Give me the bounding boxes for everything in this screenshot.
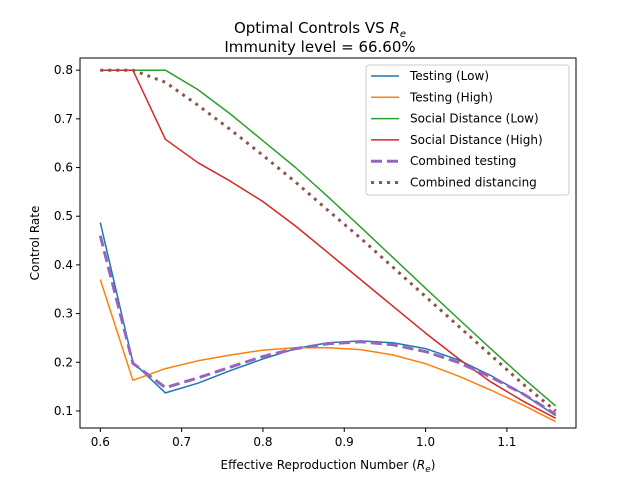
- x-tick-label: 1.0: [416, 435, 435, 449]
- y-tick-label: 0.3: [54, 307, 73, 321]
- plot-frame: [79, 57, 577, 429]
- x-tick-label: 0.7: [172, 435, 191, 449]
- legend-label-5: Combined distancing: [410, 176, 537, 190]
- x-tick-label: 1.1: [497, 435, 516, 449]
- y-tick-label: 0.5: [54, 209, 73, 223]
- y-tick-label: 0.1: [54, 404, 73, 418]
- y-axis: 0.1 0.2 0.3 0.4 0.5 0.6 0.7 0.8: [54, 63, 80, 418]
- y-tick-label: 0.2: [54, 355, 73, 369]
- series-line-2: [100, 69, 557, 407]
- series-line-1: [99, 279, 557, 423]
- y-tick-label: 0.8: [54, 63, 73, 77]
- y-tick-label: 0.4: [54, 258, 73, 272]
- series-line-5: [100, 68, 557, 413]
- series-line-3: [100, 69, 557, 419]
- legend-label-0: Testing (Low): [409, 69, 489, 83]
- x-axis: 0.6 0.7 0.8 0.9 1.0 1.1: [91, 428, 516, 449]
- chart-title-line1: Optimal Controls VS Re: [234, 19, 406, 40]
- y-axis-label: Control Rate: [28, 206, 42, 281]
- y-tick-label: 0.7: [54, 112, 73, 126]
- series-line-4: [98, 235, 557, 416]
- x-axis-label: Effective Reproduction Number (Re): [221, 458, 436, 475]
- series-layer: [98, 68, 557, 423]
- legend-label-2: Social Distance (Low): [410, 112, 539, 126]
- y-tick-label: 0.6: [54, 161, 73, 175]
- legend-box: [365, 64, 570, 196]
- x-tick-label: 0.8: [253, 435, 272, 449]
- x-tick-label: 0.6: [91, 435, 110, 449]
- legend-label-4: Combined testing: [410, 154, 516, 168]
- x-tick-label: 0.9: [335, 435, 354, 449]
- legend: Testing (Low) Testing (High) Social Distan…: [365, 64, 570, 196]
- legend-label-3: Social Distance (High): [410, 133, 543, 147]
- legend-label-1: Testing (High): [409, 90, 493, 104]
- chart-title-line2: Immunity level = 66.60%: [224, 38, 415, 56]
